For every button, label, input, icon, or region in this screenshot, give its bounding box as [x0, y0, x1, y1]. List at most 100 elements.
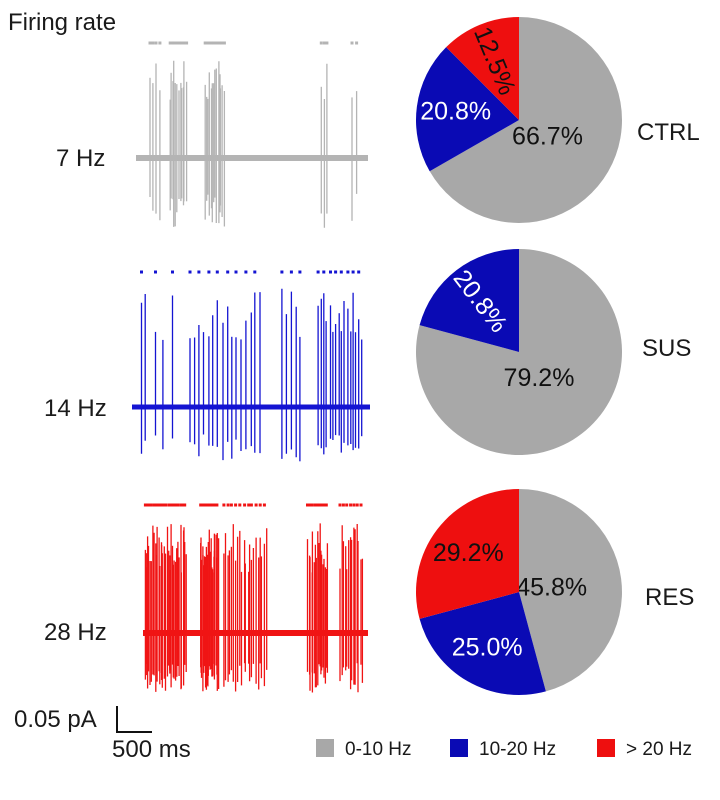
- raster-tick-res-79: [247, 503, 251, 507]
- raster-tick-ctrl-2: [151, 41, 155, 45]
- legend-swatch-mid: [450, 739, 468, 757]
- raster-tick-res-81: [249, 503, 253, 507]
- raster-tick-sus-26: [298, 270, 302, 274]
- group-label-ctrl: CTRL: [637, 119, 700, 146]
- row-ctrl: 7 Hz 66.7%20.8%12.5% CTRL: [56, 17, 700, 228]
- raster-tick-res-33: [176, 503, 180, 507]
- pie-label-sus-low: 79.2%: [504, 364, 575, 392]
- raster-tick-res-13: [155, 503, 159, 507]
- figure-title: Firing rate: [8, 9, 116, 36]
- raster-tick-sus-16: [234, 270, 238, 274]
- raster-tick-res-53: [206, 503, 210, 507]
- raster-tick-sus-31: [329, 270, 332, 274]
- raster-tick-res-55: [208, 503, 212, 507]
- raster-tick-res-49: [204, 503, 208, 507]
- raster-tick-res-17: [160, 503, 164, 507]
- pie-chart-sus: 79.2%20.8%: [416, 248, 623, 455]
- pie-slice-sus-low: [416, 248, 623, 455]
- raster-tick-ctrl-6: [169, 41, 173, 45]
- spike-raster-ctrl: [148, 41, 359, 45]
- voltage-trace-ctrl: [136, 60, 368, 228]
- pie-chart-ctrl: 66.7%20.8%12.5%: [416, 17, 622, 223]
- raster-tick-res-3: [145, 503, 149, 507]
- pie-slice-res-high: [416, 489, 519, 619]
- raster-tick-sus-33: [334, 270, 338, 274]
- raster-tick-res-95: [313, 503, 317, 507]
- raster-tick-res-119: [359, 503, 363, 507]
- raster-tick-sus-8: [197, 270, 201, 274]
- raster-tick-sus-37: [346, 270, 350, 274]
- group-label-sus: SUS: [642, 335, 691, 362]
- group-label-res: RES: [645, 584, 694, 611]
- spike-raster-res: [143, 503, 363, 507]
- raster-tick-res-111: [345, 503, 349, 507]
- raster-tick-res-59: [211, 503, 215, 507]
- raster-tick-res-115: [352, 503, 356, 507]
- raster-tick-sus-14: [226, 270, 230, 274]
- pie-label-ctrl-low: 66.7%: [512, 123, 583, 151]
- scale-bar: 0.05 pA 500 ms: [14, 706, 191, 763]
- raster-tick-res-35: [179, 503, 183, 507]
- raster-tick-res-5: [147, 503, 150, 507]
- pie-slice-ctrl-mid: [416, 47, 519, 172]
- raster-tick-sus-18: [244, 270, 248, 274]
- raster-tick-ctrl-1: [148, 41, 152, 45]
- raster-tick-res-73: [234, 503, 238, 507]
- legend-label-high: > 20 Hz: [626, 739, 692, 760]
- raster-tick-res-69: [226, 503, 230, 507]
- raster-tick-ctrl-25: [214, 41, 218, 45]
- raster-tick-sus-20: [253, 270, 257, 274]
- row-sus: 14 Hz 79.2%20.8% SUS: [44, 248, 691, 462]
- raster-tick-res-15: [158, 503, 162, 507]
- pie-slice-res-mid: [419, 592, 546, 695]
- raster-tick-ctrl-9: [173, 41, 177, 45]
- pie-label-res-mid: 25.0%: [452, 633, 523, 661]
- raster-tick-ctrl-32: [322, 41, 326, 45]
- raster-tick-res-107: [338, 503, 342, 507]
- spike-raster-sus: [140, 270, 361, 274]
- raster-tick-sus-35: [339, 270, 343, 274]
- pie-slice-sus-mid: [419, 249, 519, 352]
- raster-tick-res-101: [320, 503, 324, 507]
- raster-tick-ctrl-30: [222, 41, 226, 45]
- raster-tick-res-91: [308, 503, 312, 507]
- raster-tick-res-21: [164, 503, 167, 507]
- raster-tick-res-77: [243, 503, 247, 507]
- raster-tick-ctrl-4: [158, 41, 162, 45]
- raster-tick-res-113: [349, 503, 353, 507]
- raster-tick-ctrl-11: [177, 41, 181, 45]
- raster-tick-sus-10: [207, 270, 211, 274]
- raster-tick-ctrl-10: [175, 41, 179, 45]
- raster-tick-res-47: [202, 503, 206, 507]
- raster-tick-res-25: [168, 503, 172, 507]
- row-res: 28 Hz 45.8% 25.0% 29.2% RES: [44, 489, 694, 695]
- raster-tick-ctrl-28: [218, 41, 222, 45]
- raster-tick-sus-22: [280, 270, 284, 274]
- raster-tick-ctrl-33: [325, 41, 329, 45]
- raster-tick-res-27: [171, 503, 174, 507]
- pie-label-res-high: 29.2%: [433, 539, 504, 567]
- raster-tick-ctrl-13: [180, 41, 184, 45]
- pie-slice-res-low: [519, 489, 622, 692]
- raster-tick-sus-3: [154, 270, 157, 274]
- raster-tick-res-83: [254, 503, 258, 507]
- raster-tick-res-93: [310, 503, 314, 507]
- raster-tick-res-85: [258, 503, 262, 507]
- raster-tick-sus-1: [140, 270, 143, 274]
- pie-slice-ctrl-low: [429, 17, 622, 223]
- raster-tick-sus-5: [171, 270, 174, 274]
- legend-swatch-high: [597, 739, 615, 757]
- raster-tick-res-71: [229, 503, 233, 507]
- raster-tick-res-29: [172, 503, 176, 507]
- raster-tick-sus-29: [322, 270, 326, 274]
- raster-tick-res-97: [316, 503, 320, 507]
- raster-tick-sus-27: [316, 270, 320, 274]
- raster-tick-res-87: [262, 503, 266, 507]
- legend-label-low: 0-10 Hz: [345, 739, 412, 760]
- raster-tick-sus-24: [289, 270, 293, 274]
- raster-tick-ctrl-35: [355, 41, 359, 45]
- raster-tick-ctrl-3: [154, 41, 158, 45]
- legend: 0-10 Hz 10-20 Hz > 20 Hz: [316, 739, 692, 760]
- legend-label-mid: 10-20 Hz: [479, 739, 556, 760]
- raster-tick-ctrl-31: [319, 41, 323, 45]
